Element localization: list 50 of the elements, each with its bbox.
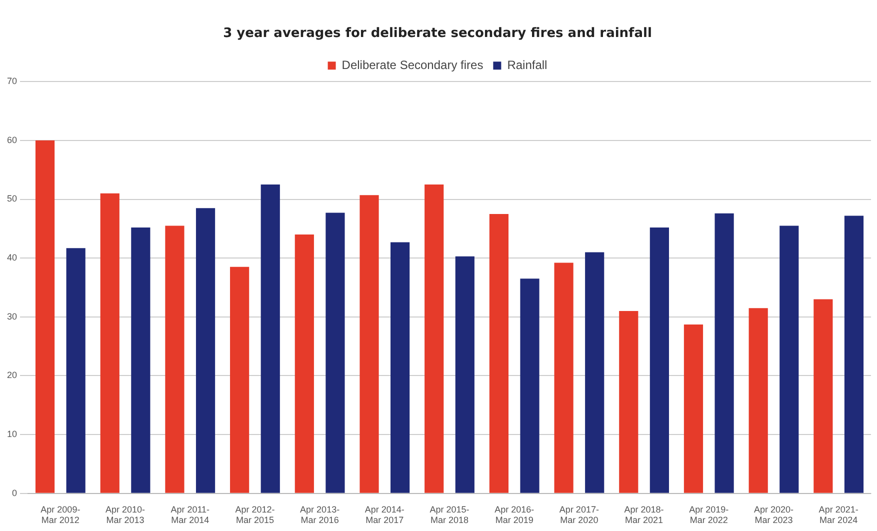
bar [196,208,216,493]
bar [554,262,574,493]
y-tick-label: 10 [6,429,18,440]
bar [748,308,768,493]
x-tick-label: Apr 2012- Mar 2015 [235,504,275,526]
bar [131,227,150,493]
bar [455,256,474,493]
x-tick-label: Apr 2010- Mar 2013 [106,504,146,526]
bar [390,242,410,493]
y-tick-label: 70 [6,76,18,86]
y-tick-label: 0 [12,488,18,498]
bar [520,278,540,493]
bar [165,226,184,493]
y-tick-label: 40 [6,252,18,263]
legend-label: Rainfall [507,58,548,72]
bar [844,216,864,493]
legend-label: Deliberate Secondary fires [342,58,484,72]
x-tick-label: Apr 2019- Mar 2022 [689,504,729,526]
bar [650,227,669,493]
x-tick-label: Apr 2015- Mar 2018 [430,504,470,526]
x-tick-label: Apr 2013- Mar 2016 [300,504,340,526]
y-tick-label: 50 [6,194,18,204]
bar [684,324,704,493]
bar [780,226,799,493]
bar [360,195,379,493]
bar [100,193,120,493]
x-tick-label: Apr 2009- Mar 2012 [40,504,80,526]
bar [260,184,280,493]
bar [66,248,86,493]
bar [489,214,508,493]
y-tick-label: 60 [6,134,18,145]
x-tick-label: Apr 2016- Mar 2019 [494,504,534,526]
chart-title: 3 year averages for deliberate secondary fires and rainfall [223,26,652,42]
x-tick-label: Apr 2020- Mar 2023 [754,504,794,526]
x-tick-label: Apr 2018- Mar 2021 [624,504,664,526]
bar [585,252,604,493]
y-tick-label: 20 [6,370,18,380]
x-tick-label: Apr 2017- Mar 2020 [559,504,599,526]
bar [619,311,638,493]
bar [35,140,55,493]
y-tick-label: 30 [6,311,18,322]
x-tick-label: Apr 2021- Mar 2024 [818,504,858,526]
bar [230,266,250,493]
bar [814,299,833,493]
x-tick-label: Apr 2011- Mar 2014 [170,504,210,526]
bar [424,184,444,493]
bar [714,213,734,493]
bar [294,234,314,493]
bar [326,212,345,493]
x-tick-label: Apr 2014- Mar 2017 [364,504,404,526]
